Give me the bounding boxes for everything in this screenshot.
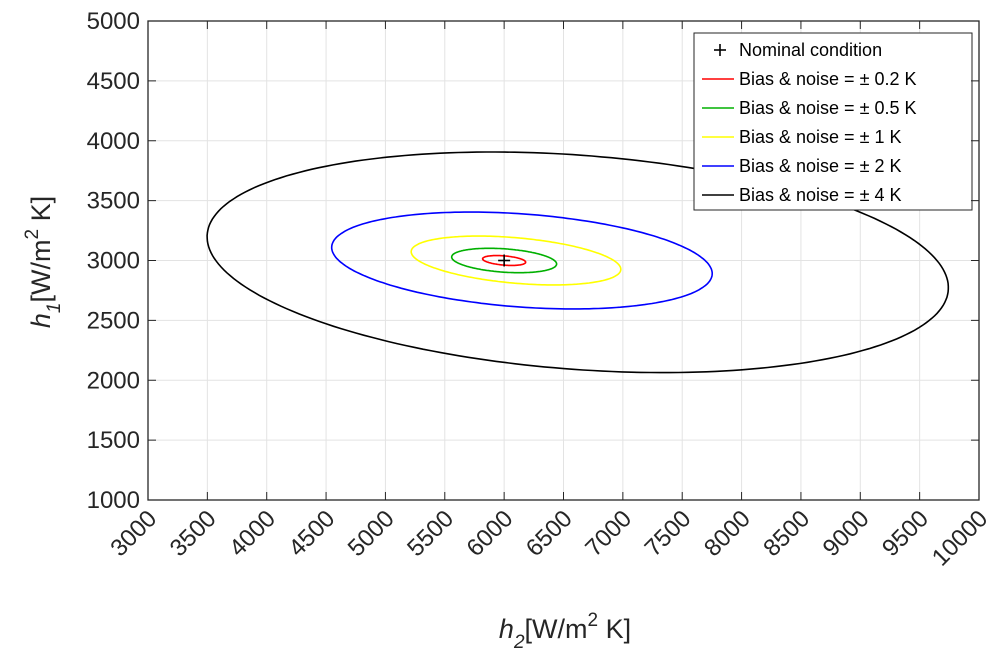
y-axis-symbol: h [26, 313, 56, 328]
y-tick-label: 4500 [87, 68, 140, 95]
x-axis-symbol: h [499, 614, 514, 644]
legend-label-3: Bias & noise = ± 1 K [739, 127, 901, 147]
legend-marker-nominal [714, 44, 726, 56]
y-tick-label: 2000 [87, 367, 140, 394]
y-tick-label: 5000 [87, 8, 140, 35]
series-curve-4 [330, 211, 713, 310]
y-tick-labels: 1000 1500 2000 2500 3000 3500 4000 4500 5000 [87, 8, 140, 514]
marker-layer [498, 254, 511, 267]
x-axis-units-superscript: 2 [588, 610, 599, 631]
legend-label-5: Bias & noise = ± 4 K [739, 185, 901, 205]
series-curve-1 [481, 254, 527, 267]
series-curve-3 [410, 235, 622, 286]
y-tick-label: 2500 [87, 307, 140, 334]
y-axis-subscript: 1 [44, 302, 65, 313]
y-tick-label: 3000 [87, 248, 140, 275]
x-axis-subscript: 2 [513, 632, 525, 652]
y-tick-label: 1000 [87, 487, 140, 514]
y-tick-label: 3500 [87, 188, 140, 215]
x-axis-units-end: K] [598, 614, 631, 644]
y-axis-units-end: K] [26, 196, 56, 229]
nominal-marker [498, 254, 511, 267]
legend-box [693, 32, 973, 211]
y-tick-label: 1500 [87, 427, 140, 454]
x-axis-units: [W/m [525, 614, 588, 644]
series-curve-2 [450, 247, 558, 274]
legend-label-2: Bias & noise = ± 0.5 K [739, 98, 916, 118]
y-axis-units: [W/m [26, 240, 56, 303]
y-tick-label: 4000 [87, 128, 140, 155]
y-axis-units-superscript: 2 [22, 229, 43, 240]
legend: Nominal condition Bias & noise = ± 0.2 K B… [693, 32, 973, 211]
series-curve-5 [206, 151, 950, 374]
legend-label-0: Nominal condition [739, 40, 882, 60]
legend-label-1: Bias & noise = ± 0.2 K [739, 69, 916, 89]
y-axis-label: h1[W/m2 K] [22, 196, 65, 328]
series-layer [206, 151, 950, 374]
legend-label-4: Bias & noise = ± 2 K [739, 156, 901, 176]
x-axis-label: h2[W/m2 K] [499, 610, 631, 652]
